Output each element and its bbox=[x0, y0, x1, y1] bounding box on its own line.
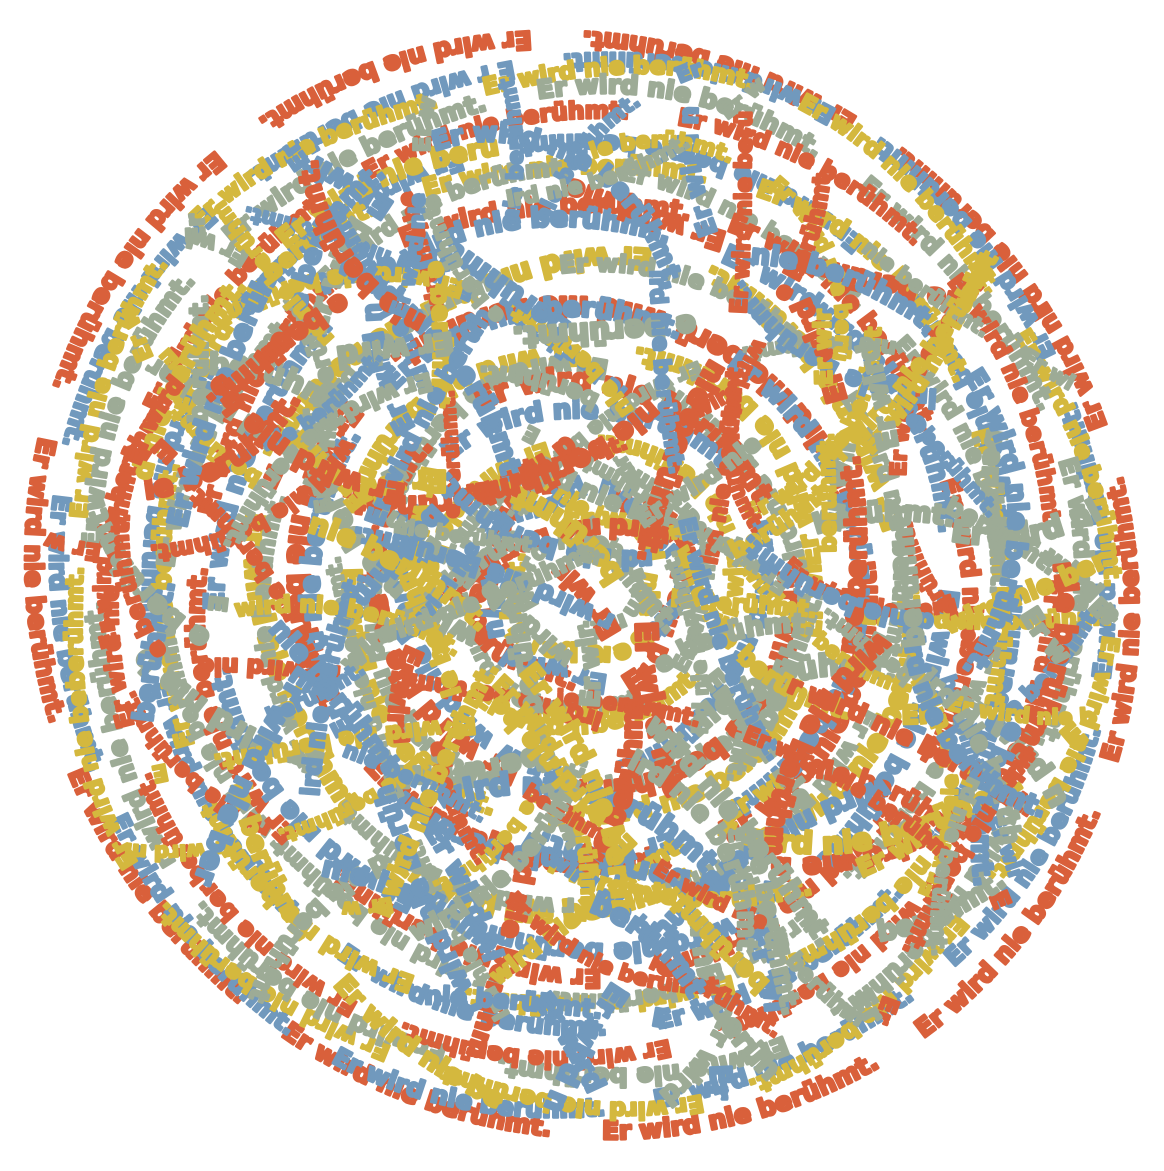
phrase-path: Er wird nie berühmt. bbox=[0, 0, 317, 177]
phrase-text: Er wird nie berühmt. bbox=[0, 0, 254, 273]
phrase-text: Er wird nie berühmt. bbox=[0, 0, 13, 6]
phrase-path: Er wird nie berühmt. bbox=[0, 0, 15, 8]
phrase-text: Er wird nie berühmt. bbox=[0, 0, 315, 176]
phrase-path: Er wird nie berühmt. bbox=[0, 0, 255, 274]
